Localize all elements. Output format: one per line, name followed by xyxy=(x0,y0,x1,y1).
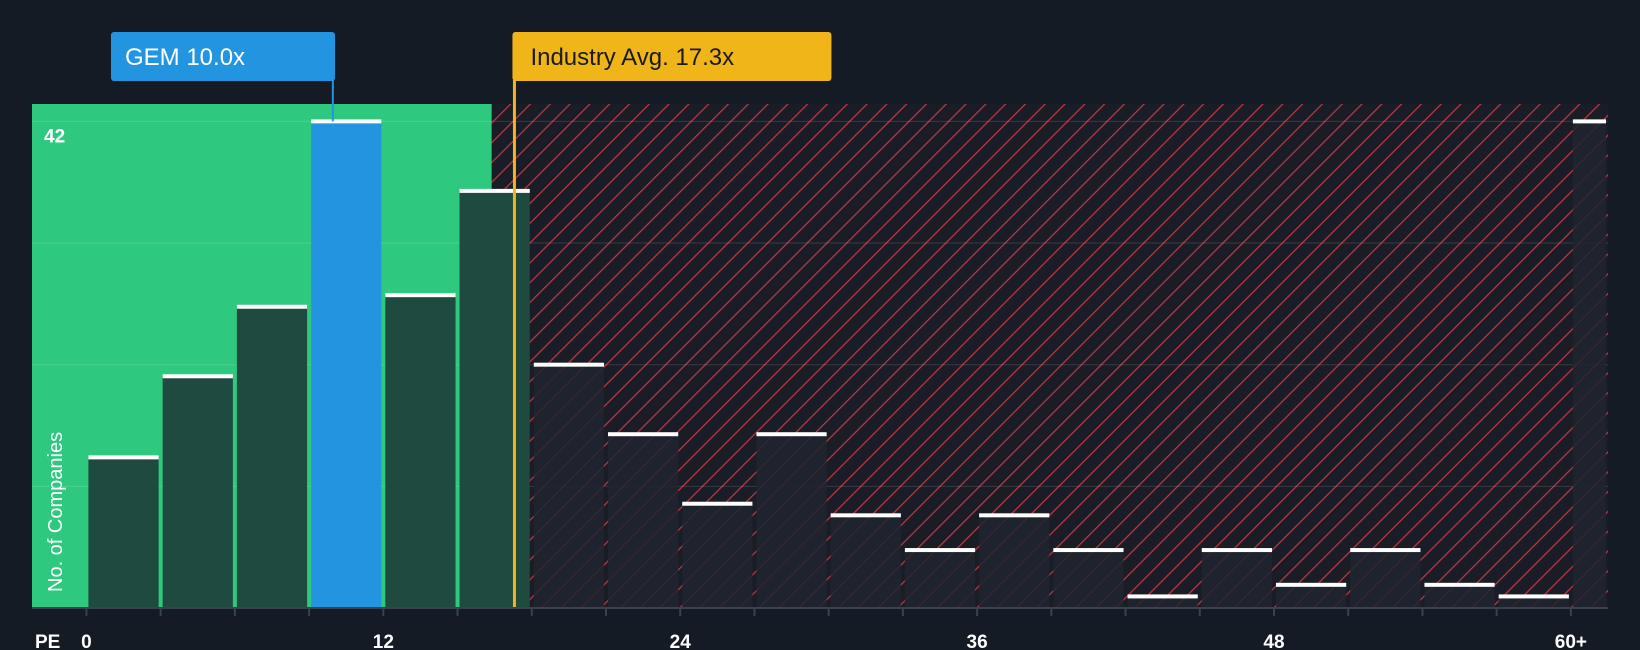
bar-top-12 xyxy=(979,513,1050,518)
bar-top-11 xyxy=(904,548,976,553)
industry-callout-label: Industry Avg. 17.3x xyxy=(530,44,734,71)
industry-callout-box xyxy=(512,32,832,81)
x-tick-label-0: 0 xyxy=(81,632,92,650)
bar-12 xyxy=(979,515,1050,608)
bar-top-4 xyxy=(385,293,456,298)
x-tick-label-3: 36 xyxy=(967,632,988,650)
bar-top-3 xyxy=(311,119,382,124)
bar-top-8 xyxy=(682,501,753,506)
company-callout-label: GEM 10.0x xyxy=(125,44,245,71)
bar-top-16 xyxy=(1275,582,1347,587)
bar-6 xyxy=(533,364,604,608)
bar-top-7 xyxy=(607,432,679,437)
bar-7 xyxy=(607,434,679,608)
bar-top-5 xyxy=(459,188,530,193)
bar-19 xyxy=(1498,596,1569,608)
bar-top-10 xyxy=(830,513,901,518)
bar-14 xyxy=(1127,596,1198,608)
x-tick-label-4: 48 xyxy=(1263,632,1284,650)
bar-top-2 xyxy=(236,304,308,309)
company-callout-box xyxy=(111,32,335,81)
bar-18 xyxy=(1424,584,1495,608)
bar-top-15 xyxy=(1201,548,1272,553)
bar-top-9 xyxy=(756,432,827,437)
bar-10 xyxy=(830,515,901,608)
bar-5 xyxy=(459,190,530,608)
x-tick-label-5: 60+ xyxy=(1555,632,1587,650)
bar-9 xyxy=(756,434,827,608)
bar-top-17 xyxy=(1350,548,1421,553)
x-tick-label-2: 24 xyxy=(670,632,692,650)
bar-1 xyxy=(162,376,233,608)
bar-17 xyxy=(1350,550,1421,608)
y-axis-label: No. of Companies xyxy=(45,432,67,592)
bar-15 xyxy=(1201,550,1272,608)
bar-top-19 xyxy=(1498,594,1569,599)
bar-0 xyxy=(88,457,159,608)
bar-2 xyxy=(236,306,308,608)
x-tick-label-1: 12 xyxy=(373,632,394,650)
bar-3 xyxy=(311,121,382,609)
bar-top-6 xyxy=(533,362,604,367)
x-axis-label: PE xyxy=(35,632,60,650)
y-tick-label-0: 42 xyxy=(44,126,65,147)
bar-4 xyxy=(385,295,456,608)
bar-16 xyxy=(1275,584,1347,608)
bar-top-20 xyxy=(1572,119,1606,124)
bar-13 xyxy=(1053,550,1124,608)
bar-top-18 xyxy=(1424,582,1495,587)
bar-20 xyxy=(1572,121,1606,609)
bar-top-13 xyxy=(1053,548,1124,553)
bar-top-14 xyxy=(1127,594,1198,599)
bar-top-0 xyxy=(88,455,159,460)
bar-11 xyxy=(904,550,976,608)
bar-top-1 xyxy=(162,374,233,379)
bar-8 xyxy=(682,503,753,608)
